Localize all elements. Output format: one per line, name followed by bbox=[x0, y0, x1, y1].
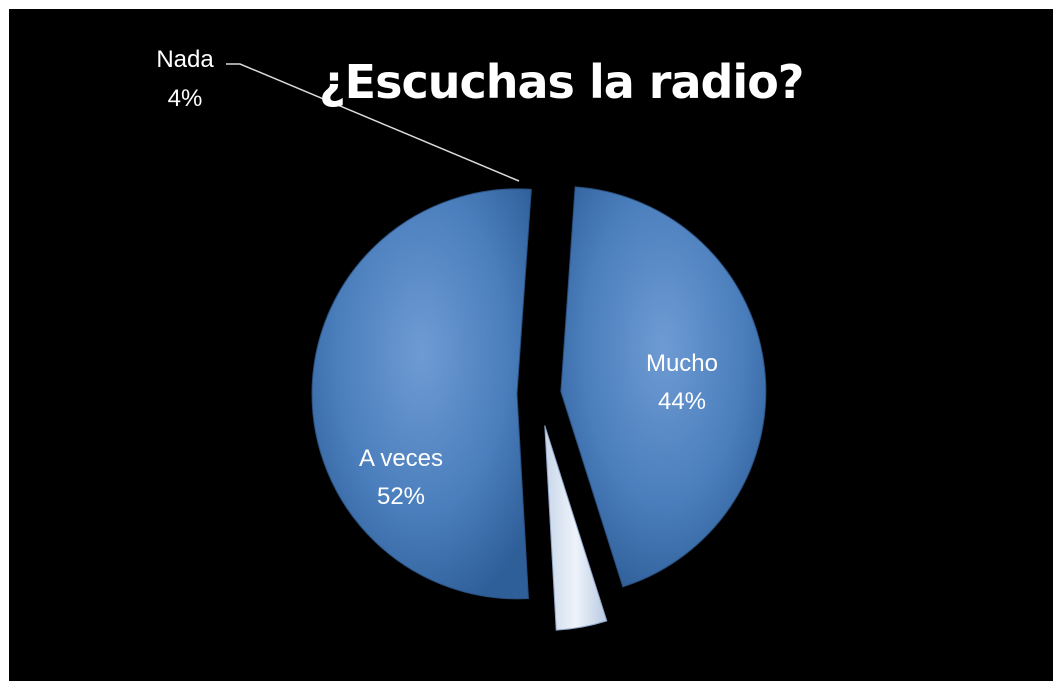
slice-label-nada-name: Nada bbox=[156, 46, 214, 73]
slice-label-mucho-name: Mucho bbox=[646, 350, 718, 377]
pie-slice-nada bbox=[544, 425, 608, 631]
slice-label-a-veces-value: 52% bbox=[377, 483, 425, 510]
slice-label-mucho-value: 44% bbox=[658, 388, 706, 415]
pie-chart: Mucho 44% A veces 52% Nada 4% bbox=[156, 46, 767, 631]
pie-labels: Mucho 44% A veces 52% Nada 4% bbox=[156, 46, 718, 510]
pie-slice-mucho bbox=[560, 186, 767, 588]
pie-slices bbox=[311, 186, 767, 631]
slice-label-nada-value: 4% bbox=[168, 85, 203, 112]
leader-line-nada bbox=[226, 63, 520, 182]
pie-slice-a-veces bbox=[311, 188, 532, 600]
chart-slide: Mucho 44% A veces 52% Nada 4% ¿Escuchas la ra… bbox=[9, 9, 1053, 681]
chart-title: ¿Escuchas la radio? bbox=[319, 55, 804, 109]
slice-label-a-veces-name: A veces bbox=[359, 445, 443, 472]
